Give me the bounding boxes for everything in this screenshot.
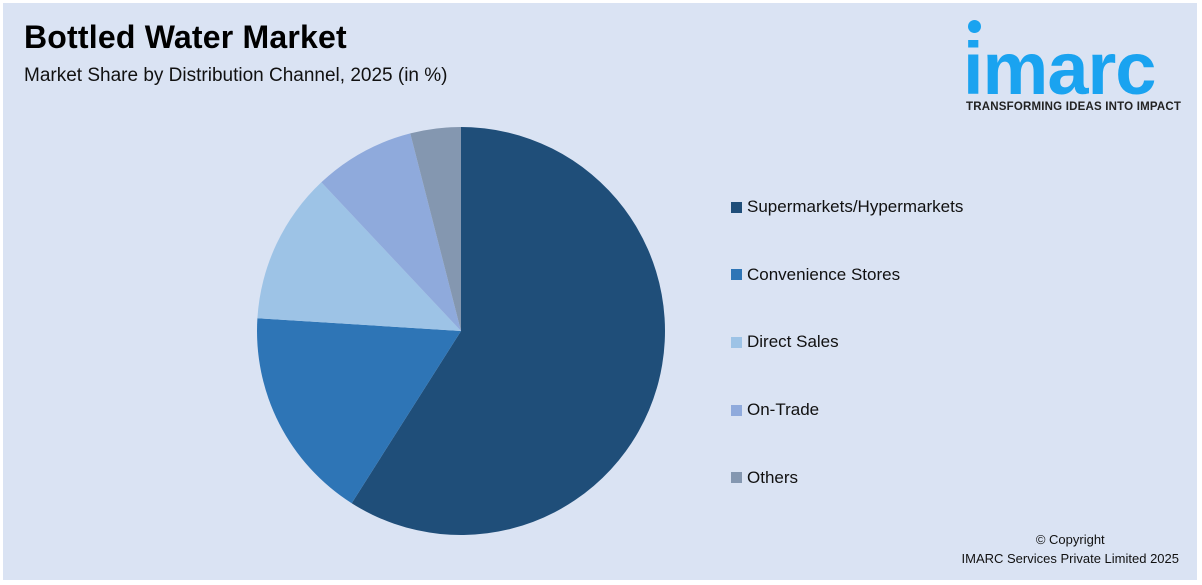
legend-swatch-icon	[731, 404, 742, 416]
legend-swatch-icon	[731, 472, 742, 484]
legend-item: Convenience Stores	[731, 265, 900, 285]
pie-slice-convenience-stores	[257, 318, 461, 504]
pie-slice-others	[410, 127, 461, 331]
legend-label: Others	[747, 467, 799, 487]
legend-item: On-Trade	[731, 400, 819, 420]
chart-panel: Bottled Water Market Market Share by Dis…	[3, 3, 1197, 580]
chart-subtitle: Market Share by Distribution Channel, 20…	[24, 65, 448, 86]
legend-label: Direct Sales	[747, 332, 839, 352]
legend-swatch-icon	[731, 269, 742, 281]
copyright-line: © Copyright	[1035, 532, 1105, 547]
legend-label: Supermarkets/Hypermarkets	[747, 197, 964, 216]
pie-slice-on-trade	[321, 133, 461, 331]
pie-slice-direct-sales	[257, 182, 461, 331]
copyright-footer: © Copyright IMARC Services Private Limit…	[962, 530, 1179, 568]
logo-dot-icon	[968, 20, 981, 33]
chart-title: Bottled Water Market	[24, 19, 347, 55]
pie-chart	[257, 127, 666, 535]
logo-tagline: TRANSFORMING IDEAS INTO IMPACT	[966, 101, 1182, 113]
legend-swatch-icon	[731, 201, 742, 213]
legend-item: Supermarkets/Hypermarkets	[731, 197, 963, 217]
pie-slice-supermarkets-hypermarkets	[351, 127, 666, 535]
legend-item: Others	[731, 468, 798, 488]
logo-wordmark: imarc	[963, 27, 1156, 110]
imarc-logo: imarc TRANSFORMING IDEAS INTO IMPACT	[963, 15, 1195, 120]
legend-label: Convenience Stores	[747, 264, 901, 284]
legend-item: Direct Sales	[731, 332, 839, 352]
company-line: IMARC Services Private Limited 2025	[961, 551, 1179, 566]
legend-swatch-icon	[731, 336, 742, 348]
legend-label: On-Trade	[747, 400, 820, 420]
